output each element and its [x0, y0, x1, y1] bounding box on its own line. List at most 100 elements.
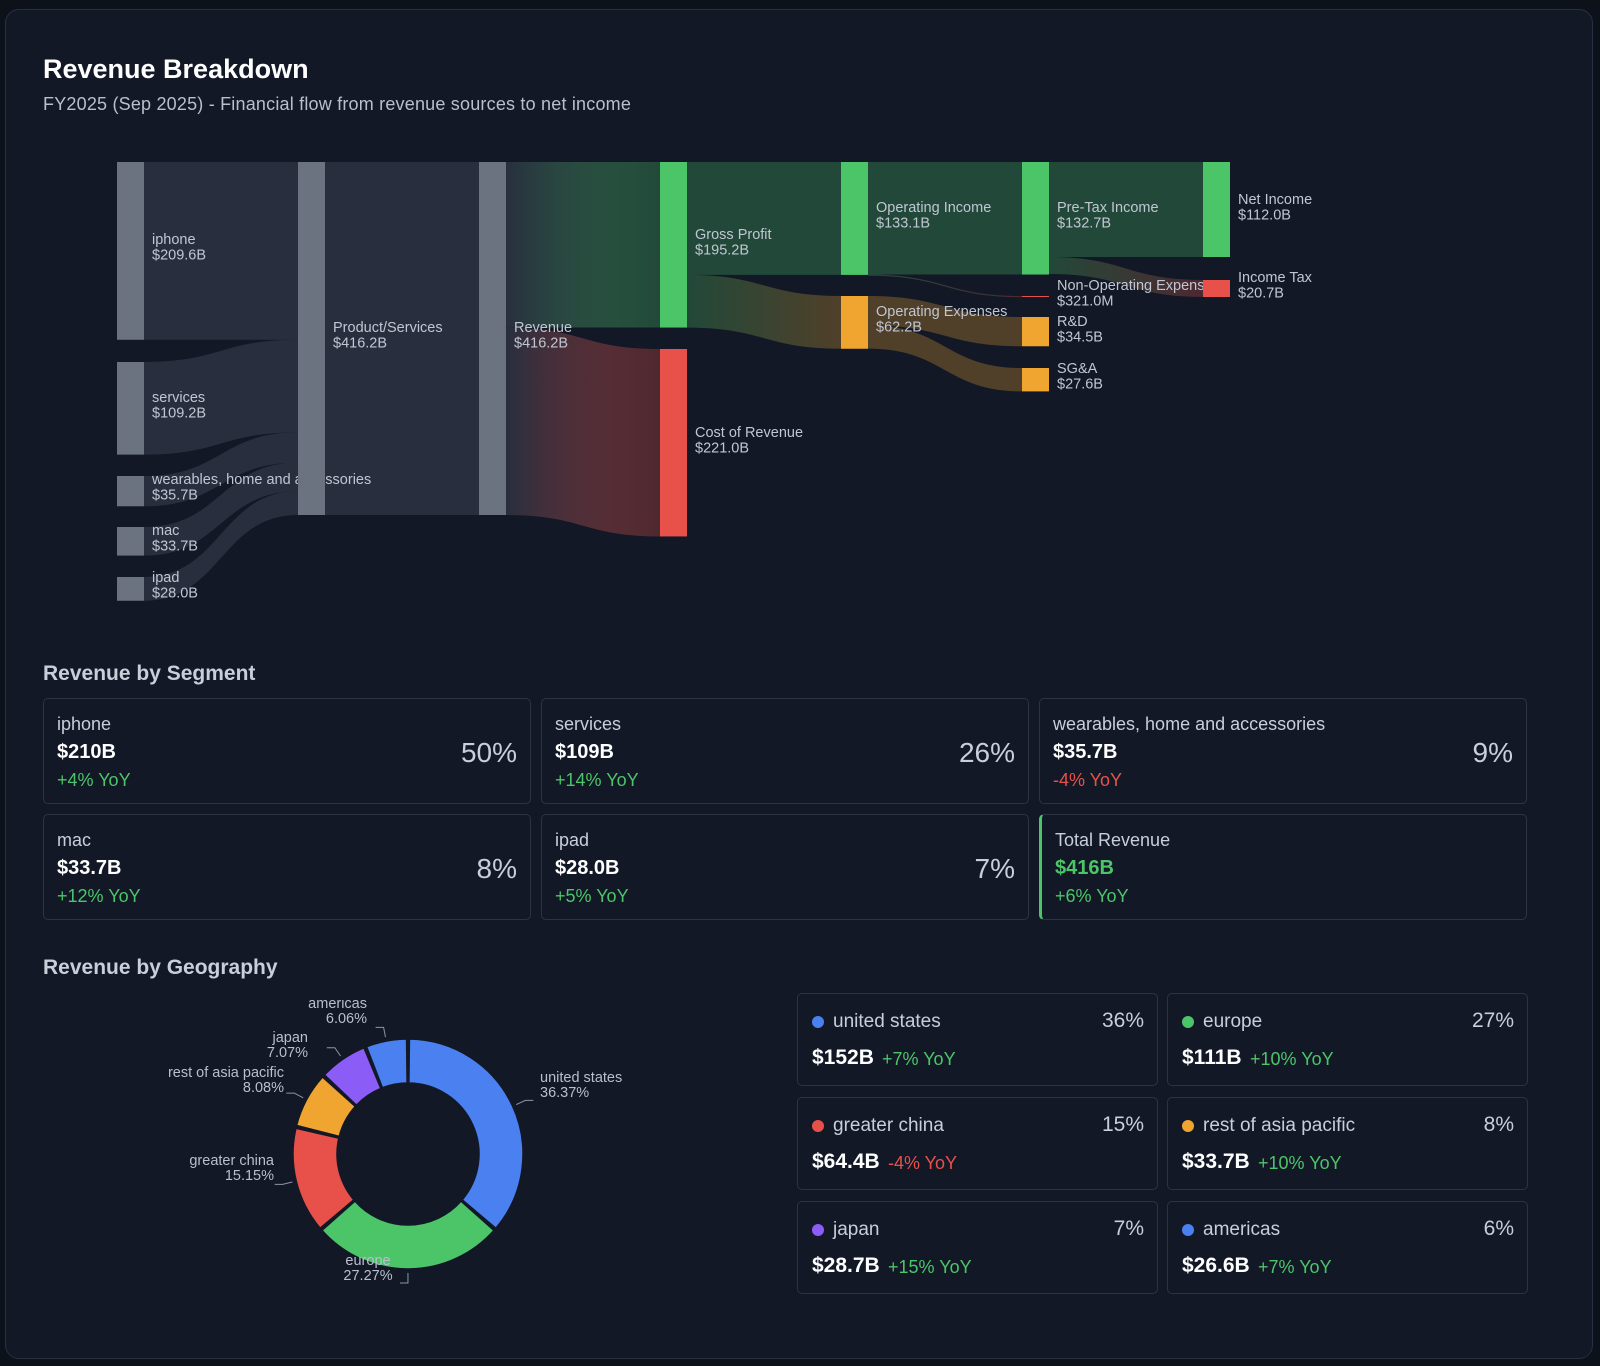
- donut-pct-greater-china: 15.15%: [225, 1168, 274, 1184]
- geo-yoy: +7% YoY: [1258, 1257, 1332, 1277]
- sankey-link-pretax-net: [1049, 162, 1203, 257]
- sankey-value-pretax: $132.7B: [1057, 216, 1111, 232]
- segment-yoy: -4% YoY: [1053, 770, 1123, 790]
- segment-yoy: +12% YoY: [57, 886, 141, 906]
- sankey-node-wearables: [117, 476, 144, 507]
- segment-share: 26%: [958, 737, 1015, 768]
- segment-name: mac: [57, 830, 92, 850]
- donut-label-united-states: united states: [540, 1070, 622, 1086]
- segment-name: ipad: [555, 830, 590, 850]
- sankey-link-mac-products: [144, 462, 298, 556]
- geo-yoy: +15% YoY: [888, 1257, 972, 1277]
- sankey-node-cor: [660, 349, 687, 537]
- donut-leader-europe: [399, 1272, 409, 1284]
- sankey-node-opinc: [841, 162, 868, 275]
- segment-name: services: [555, 714, 622, 734]
- geo-name: greater china: [833, 1115, 944, 1136]
- donut-slice-rest-of-asia-pacific: [295, 1075, 357, 1138]
- sankey-value-mac: $33.7B: [152, 539, 198, 555]
- donut-pct-japan: 7.07%: [267, 1045, 308, 1061]
- donut-label-japan: japan: [272, 1030, 308, 1046]
- sankey-link-pretax-tax: [1049, 256, 1203, 297]
- sankey-label-services: services: [152, 390, 205, 406]
- segment-name: Total Revenue: [1055, 830, 1171, 850]
- sankey-label-rd: R&D: [1057, 314, 1088, 330]
- donut-label-rest-of-asia-pacific: rest of asia pacific: [168, 1065, 284, 1081]
- sankey-value-products: $416.2B: [333, 336, 387, 352]
- sankey-label-net: Net Income: [1238, 192, 1312, 208]
- total-revenue-card: Total Revenue $416B +6% YoY: [1039, 814, 1527, 920]
- segment-value: $28.0B: [555, 857, 620, 879]
- geo-card-united-states: united states 36% $152B +7% YoY: [797, 993, 1158, 1086]
- sankey-link-opinc-pretax: [868, 162, 1022, 275]
- geo-value: $28.7B: [812, 1254, 880, 1277]
- sankey-value-iphone: $209.6B: [152, 248, 206, 264]
- geo-value: $33.7B: [1182, 1150, 1250, 1173]
- segment-card-services: services $109B +14% YoY 26%: [541, 698, 1029, 804]
- sankey-node-rd: [1022, 317, 1049, 347]
- geo-share: 7%: [1113, 1217, 1144, 1240]
- donut-label-europe: europe: [345, 1253, 390, 1269]
- geo-card-europe: europe 27% $111B +10% YoY: [1167, 993, 1528, 1086]
- sankey-label-iphone: iphone: [152, 232, 196, 248]
- sankey-value-cor: $221.0B: [695, 441, 749, 457]
- sankey-label-gross: Gross Profit: [695, 227, 772, 243]
- donut-label-greater-china: greater china: [189, 1153, 275, 1169]
- geo-card-americas: americas 6% $26.6B +7% YoY: [1167, 1201, 1528, 1294]
- sankey-label-tax: Income Tax: [1238, 270, 1313, 286]
- segment-value: $416B: [1055, 857, 1114, 879]
- geo-color-dot: [812, 1120, 824, 1132]
- segment-value: $210B: [57, 741, 116, 763]
- sankey-label-pretax: Pre-Tax Income: [1057, 200, 1159, 216]
- segment-name: iphone: [57, 714, 112, 734]
- segment-share: 50%: [460, 737, 517, 768]
- segment-share: 7%: [974, 853, 1015, 884]
- geo-name: united states: [833, 1011, 941, 1032]
- sankey-value-ipad: $28.0B: [152, 586, 198, 602]
- sankey-value-net: $112.0B: [1238, 208, 1291, 224]
- geo-card-greater-china: greater china 15% $64.4B -4% YoY: [797, 1097, 1158, 1190]
- segment-yoy: +6% YoY: [1055, 886, 1129, 906]
- geo-value: $26.6B: [1182, 1254, 1250, 1277]
- sankey-label-nonop: Non-Operating Expense: [1057, 278, 1213, 294]
- sankey-node-mac: [117, 527, 144, 556]
- donut-slice-united-states: [408, 1038, 524, 1230]
- sankey-value-revenue: $416.2B: [514, 336, 568, 352]
- page-title: Revenue Breakdown: [43, 54, 309, 84]
- sankey-link-opinc-nonop: [868, 274, 1022, 298]
- sankey-link-opex-sga: [868, 325, 1022, 392]
- sankey-link-iphone-products: [144, 162, 298, 340]
- sankey-link-gross-opex: [687, 274, 841, 349]
- sankey-label-ipad: ipad: [152, 570, 179, 586]
- geo-value: $152B: [812, 1046, 874, 1069]
- segment-value: $35.7B: [1053, 741, 1118, 763]
- donut-pct-europe: 27.27%: [343, 1268, 392, 1284]
- sankey-value-gross: $195.2B: [695, 243, 749, 259]
- donut-slice-greater-china: [292, 1127, 355, 1230]
- donut-leader-americas: [375, 1026, 386, 1038]
- sankey-label-opex: Operating Expenses: [876, 304, 1007, 320]
- geo-yoy: +10% YoY: [1250, 1049, 1334, 1069]
- donut-label-americas: americas: [308, 1000, 367, 1012]
- donut-pct-americas: 6.06%: [326, 1011, 367, 1027]
- sankey-value-rd: $34.5B: [1057, 330, 1103, 346]
- sankey-value-wearables: $35.7B: [152, 488, 198, 504]
- geo-value: $111B: [1182, 1046, 1242, 1069]
- segment-yoy: +5% YoY: [555, 886, 629, 906]
- geo-color-dot: [1182, 1224, 1194, 1236]
- sankey-label-revenue: Revenue: [514, 320, 572, 336]
- donut-leader-united-states: [516, 1099, 534, 1106]
- geo-share: 36%: [1101, 1009, 1144, 1032]
- sankey-label-sga: SG&A: [1057, 361, 1098, 377]
- sankey-label-products: Product/Services: [333, 320, 443, 336]
- segment-value: $33.7B: [57, 857, 122, 879]
- geo-value: $64.4B: [812, 1150, 880, 1173]
- segment-section-title: Revenue by Segment: [43, 662, 256, 685]
- sankey-link-opex-rd: [868, 296, 1022, 347]
- sankey-value-nonop: $321.0M: [1057, 294, 1113, 310]
- geo-share: 15%: [1101, 1113, 1144, 1136]
- donut-slice-japan: [323, 1046, 382, 1107]
- donut-pct-rest-of-asia-pacific: 8.08%: [243, 1080, 284, 1096]
- sankey-link-gross-opinc: [687, 162, 841, 275]
- revenue-breakdown-panel: Revenue Breakdown FY2025 (Sep 2025) - Fi…: [5, 9, 1593, 1359]
